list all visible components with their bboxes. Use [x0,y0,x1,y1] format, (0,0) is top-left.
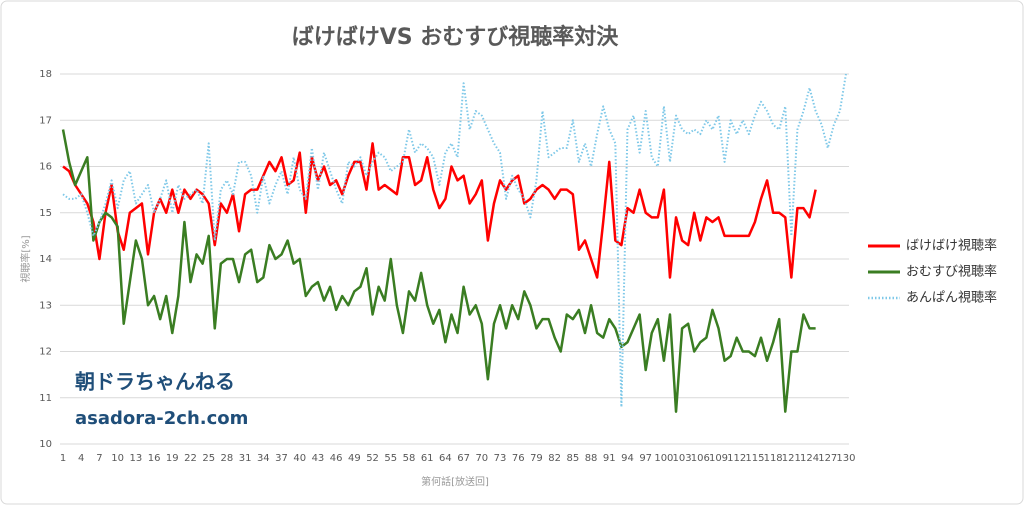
x-tick-label: 121 [782,453,801,464]
y-tick-label: 18 [39,69,52,80]
x-tick-label: 13 [129,453,142,464]
legend-label: あんぱん視聴率 [906,290,997,306]
x-tick-label: 112 [727,453,746,464]
x-tick-label: 7 [96,453,102,464]
x-tick-label: 37 [275,453,288,464]
y-tick-label: 16 [39,162,52,173]
watermark: 朝ドラちゃんねる [75,370,235,394]
x-tick-label: 115 [745,453,764,464]
x-tick-label: 97 [639,453,652,464]
x-tick-label: 58 [403,453,416,464]
x-tick-label: 43 [312,453,325,464]
x-tick-label: 55 [384,453,397,464]
x-tick-label: 124 [800,453,819,464]
x-tick-label: 106 [691,453,710,464]
x-tick-label: 34 [257,453,270,464]
x-tick-label: 67 [457,453,470,464]
x-tick-label: 109 [709,453,728,464]
data-line [62,142,817,279]
x-tick-label: 25 [202,453,215,464]
x-tick-label: 52 [366,453,379,464]
x-tick-label: 73 [494,453,507,464]
y-tick-label: 17 [39,115,52,126]
x-tick-label: 61 [421,453,434,464]
x-tick-label: 100 [654,453,673,464]
x-tick-label: 76 [512,453,525,464]
x-tick-label: 19 [166,453,179,464]
x-tick-label: 40 [293,453,306,464]
watermark: asadora-2ch.com [75,408,248,429]
x-tick-label: 130 [836,453,855,464]
x-tick-label: 79 [530,453,543,464]
y-tick-label: 11 [39,393,52,404]
x-tick-label: 94 [621,453,634,464]
x-axis-title: 第何話[放送回] [421,475,489,488]
y-tick-label: 10 [39,439,52,450]
x-tick-label: 28 [221,453,234,464]
legend-label: おむすび視聴率 [906,264,997,280]
y-axis-title: 視聴率[%] [19,235,32,282]
y-tick-label: 14 [39,254,52,265]
x-tick-label: 103 [673,453,692,464]
y-tick-label: 15 [39,208,52,219]
x-tick-label: 4 [78,453,84,464]
x-tick-label: 127 [818,453,837,464]
x-tick-label: 49 [348,453,361,464]
x-tick-label: 118 [764,453,783,464]
x-tick-label: 88 [585,453,598,464]
x-tick-label: 91 [603,453,616,464]
data-line [61,129,816,413]
x-tick-label: 31 [239,453,252,464]
x-tick-label: 10 [111,453,124,464]
chart-title: ばけばけVS おむすび視聴率対決 [292,24,620,50]
x-tick-label: 70 [475,453,488,464]
x-tick-label: 46 [330,453,343,464]
x-tick-label: 85 [566,453,579,464]
x-tick-label: 64 [439,453,452,464]
x-tick-label: 16 [148,453,161,464]
x-tick-label: 22 [184,453,197,464]
x-tick-label: 82 [548,453,561,464]
legend-label: ばけばけ視聴率 [906,238,997,254]
y-tick-label: 12 [39,347,52,358]
x-tick-label: 1 [60,453,66,464]
y-tick-label: 13 [39,300,52,311]
